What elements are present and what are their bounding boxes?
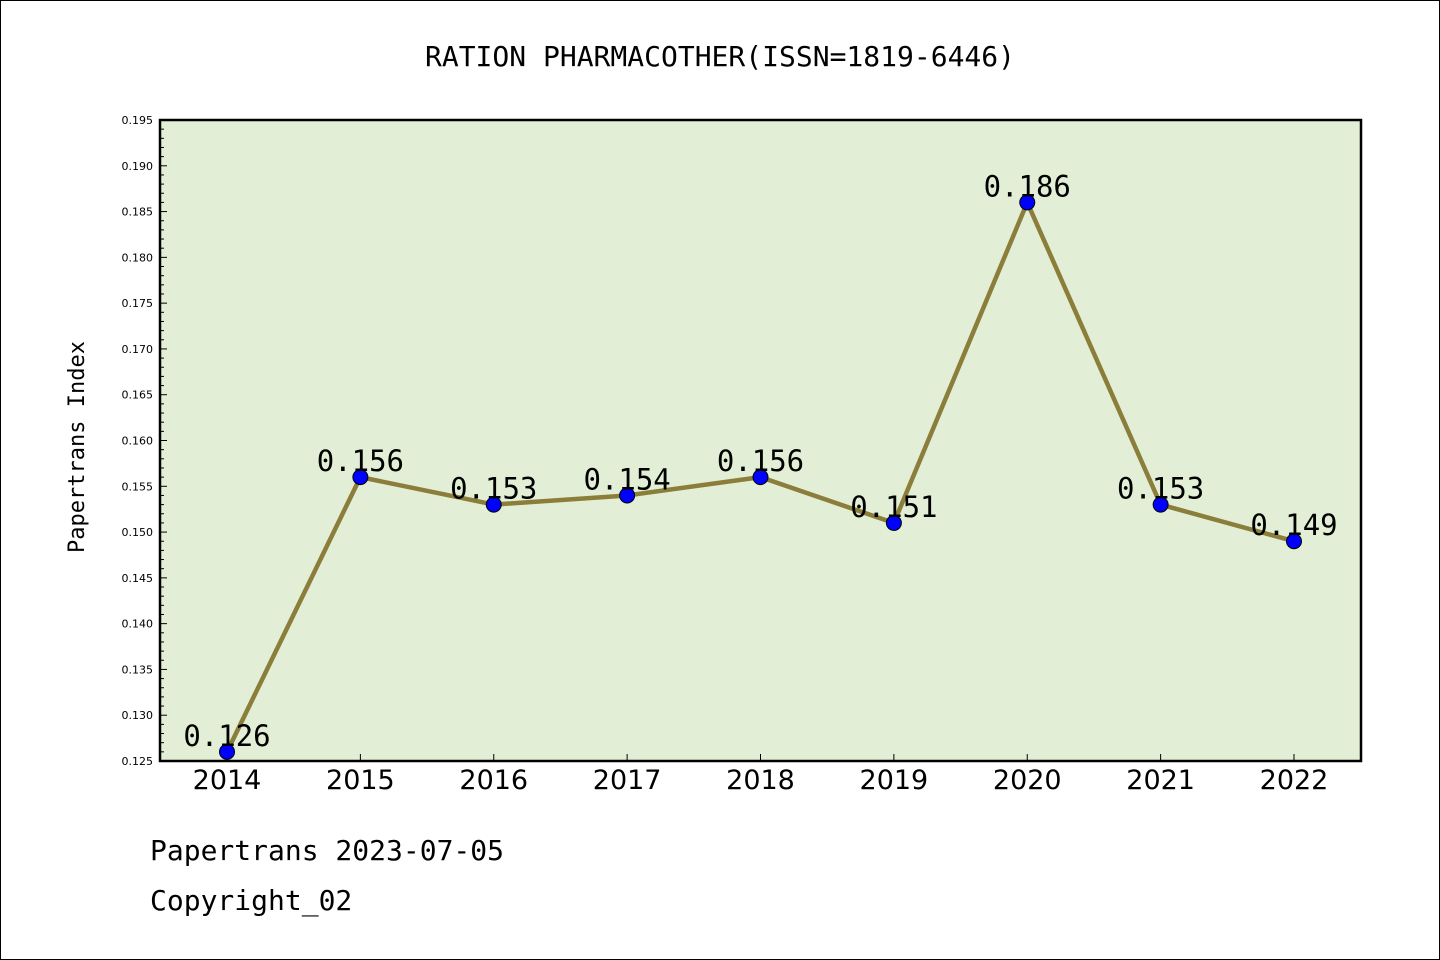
- y-tick-label: 0.165: [122, 389, 154, 402]
- data-label: 0.151: [850, 490, 937, 524]
- data-labels: 0.126 0.156 0.153 0.154 0.156 0.151 0.186 0.153…: [183, 169, 1337, 752]
- data-label: 0.156: [717, 444, 804, 478]
- chart-title: RATION PHARMACOTHER(ISSN=1819-6446): [425, 40, 1015, 73]
- data-point: [1019, 194, 1036, 211]
- x-tick-label: 2017: [593, 765, 662, 796]
- y-tick-label: 0.180: [122, 251, 154, 264]
- y-tick-label: 0.195: [122, 114, 154, 127]
- data-point: [352, 469, 369, 486]
- data-label: 0.153: [450, 472, 537, 506]
- data-point: [752, 469, 769, 486]
- y-axis-ticks: 0.125 0.130 0.135 0.140 0.145 0.150 0.155 0.160…: [122, 114, 167, 768]
- y-axis-label: Papertrans Index: [65, 341, 90, 553]
- x-tick-label: 2014: [193, 765, 262, 796]
- x-tick-label: 2019: [860, 765, 929, 796]
- plot-area: [158, 118, 1363, 763]
- x-axis-ticks: 2014 2015 2016 2017 2018 2019 2020 2021 2022: [193, 754, 1329, 796]
- data-point: [1152, 496, 1169, 513]
- data-label: 0.149: [1250, 508, 1337, 542]
- data-label: 0.186: [984, 169, 1071, 203]
- y-tick-label: 0.140: [122, 618, 154, 631]
- y-tick-label: 0.160: [122, 435, 154, 448]
- y-tick-label: 0.145: [122, 572, 154, 585]
- y-tick-label: 0.175: [122, 297, 154, 310]
- data-point: [619, 487, 636, 504]
- x-tick-label: 2021: [1126, 765, 1195, 796]
- y-tick-label: 0.135: [122, 663, 154, 676]
- footer-date: Papertrans 2023-07-05: [150, 834, 505, 867]
- footer-copyright: Copyright_02: [150, 884, 353, 917]
- x-tick-label: 2020: [993, 765, 1062, 796]
- y-tick-label: 0.155: [122, 480, 154, 493]
- x-tick-label: 2016: [459, 765, 528, 796]
- data-label: 0.154: [583, 462, 670, 496]
- data-point: [1286, 533, 1302, 550]
- y-tick-label: 0.125: [122, 755, 154, 768]
- x-tick-label: 2018: [726, 765, 795, 796]
- data-label: 0.126: [183, 719, 270, 753]
- data-label: 0.153: [1117, 472, 1204, 506]
- data-markers: [219, 194, 1302, 760]
- x-tick-label: 2015: [326, 765, 395, 796]
- x-tick-label: 2022: [1260, 765, 1329, 796]
- y-tick-label: 0.190: [122, 160, 154, 173]
- y-tick-label: 0.150: [122, 526, 154, 539]
- y-tick-label: 0.130: [122, 709, 154, 722]
- data-label: 0.156: [317, 444, 404, 478]
- y-tick-label: 0.185: [122, 206, 154, 219]
- data-point: [485, 496, 502, 513]
- y-tick-label: 0.170: [122, 343, 154, 356]
- data-point: [885, 514, 902, 531]
- data-point: [219, 743, 235, 760]
